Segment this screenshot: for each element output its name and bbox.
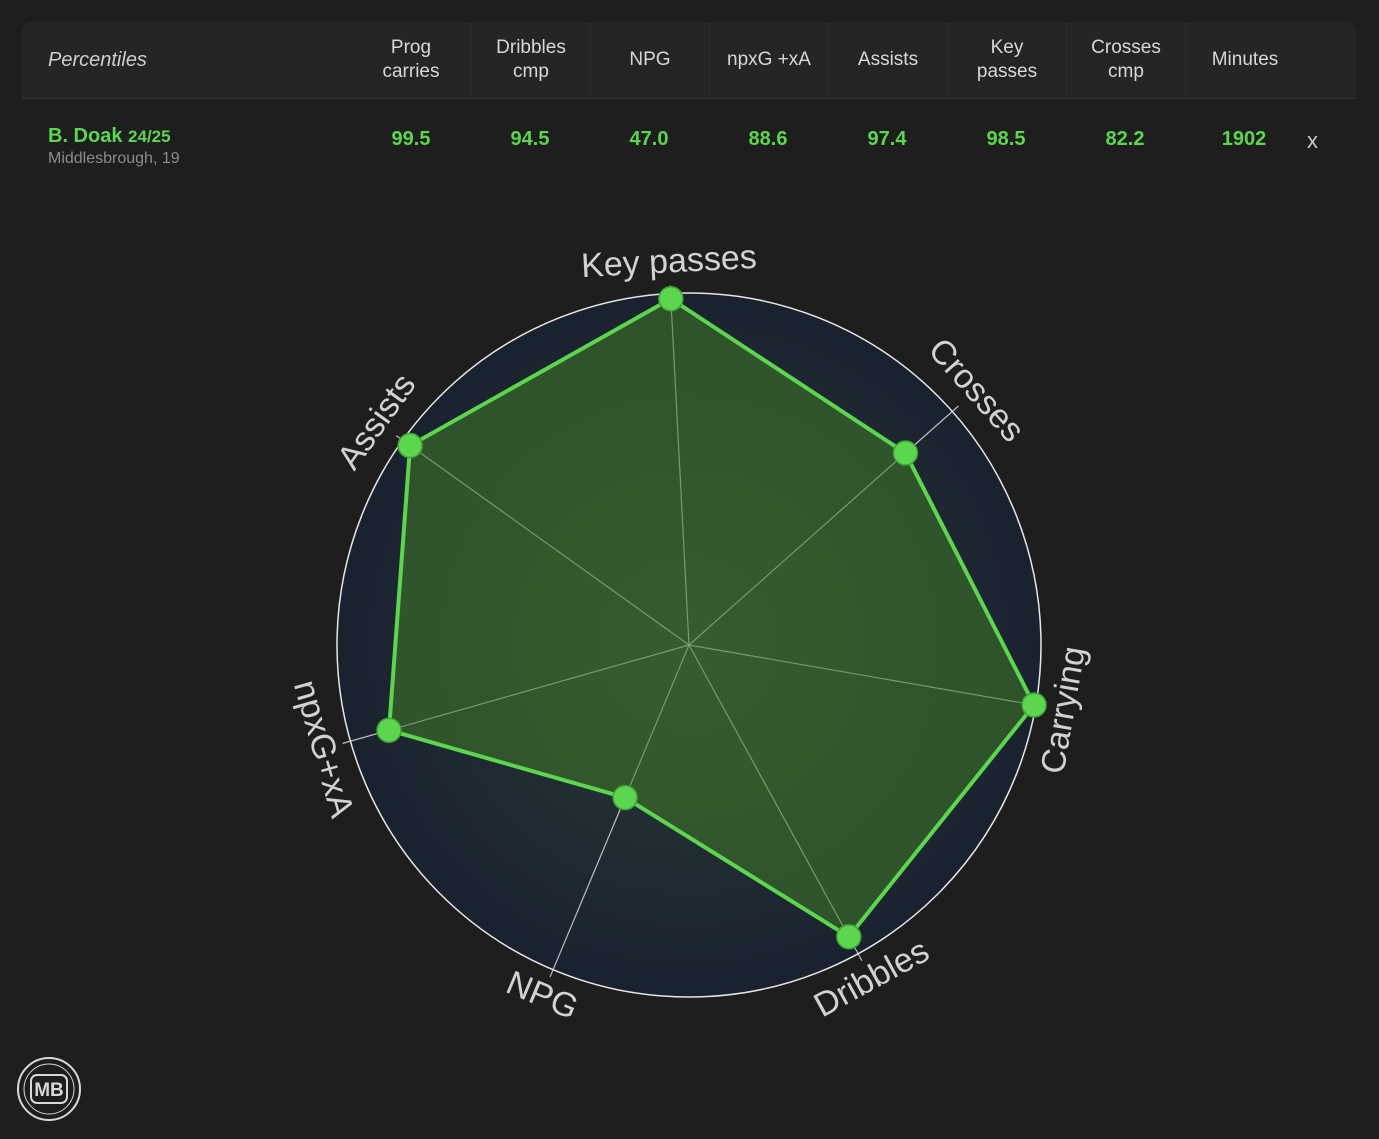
cell-assists: 97.4 xyxy=(867,128,907,150)
col-header-crosses-cmp[interactable]: Crosses cmp xyxy=(1066,22,1185,98)
cell-npg: 47.0 xyxy=(629,128,669,150)
cell-minutes: 1902 xyxy=(1221,128,1267,150)
radar-point-0 xyxy=(658,286,684,312)
cell-key-passes: 98.5 xyxy=(986,128,1026,150)
cell-crosses-cmp: 82.2 xyxy=(1105,128,1145,150)
player-team-age: Middlesbrough, 19 xyxy=(48,150,180,167)
radar-point-3 xyxy=(836,923,862,950)
svg-text:MB: MB xyxy=(34,1080,64,1101)
radar-point-6 xyxy=(397,432,423,459)
remove-player-button[interactable]: x xyxy=(1307,128,1318,153)
player-season: 24/25 xyxy=(128,127,171,146)
radar-point-1 xyxy=(892,440,919,466)
percentiles-label: Percentiles xyxy=(48,48,147,71)
col-header-dribbles-cmp[interactable]: Dribbles cmp xyxy=(471,22,590,98)
radar-point-5 xyxy=(376,717,402,743)
cell-prog-carries: 99.5 xyxy=(391,128,431,150)
col-header-prog-carries[interactable]: Prog carries xyxy=(382,37,440,82)
table-row: B. Doak 24/25 Middlesbrough, 19 xyxy=(22,99,1356,189)
radar-points xyxy=(376,286,1047,950)
player-name[interactable]: B. Doak 24/25 xyxy=(48,125,171,147)
radar-point-2 xyxy=(1021,692,1047,718)
table-header: Percentiles Prog carries Dribbles cmp NPG … xyxy=(22,22,1356,99)
cell-dribbles-cmp: 94.5 xyxy=(510,128,550,150)
radar-area xyxy=(386,296,1037,939)
percentiles-table: Percentiles Prog carries Dribbles cmp NPG … xyxy=(22,22,1356,189)
mb-logo: MB xyxy=(17,1057,81,1121)
col-header-key-passes[interactable]: Key passes xyxy=(947,22,1066,98)
col-header-assists[interactable]: Assists xyxy=(828,22,947,98)
radar-axis-label: Key passes xyxy=(580,238,758,285)
col-header-minutes[interactable]: Minutes xyxy=(1185,22,1304,98)
col-header-npg[interactable]: NPG xyxy=(590,22,709,98)
cell-npxg-xa: 88.6 xyxy=(748,128,788,150)
col-header-npxg-xa[interactable]: npxG +xA xyxy=(709,22,828,98)
radar-series-polygon xyxy=(386,296,1037,939)
radar-point-4 xyxy=(612,784,638,811)
